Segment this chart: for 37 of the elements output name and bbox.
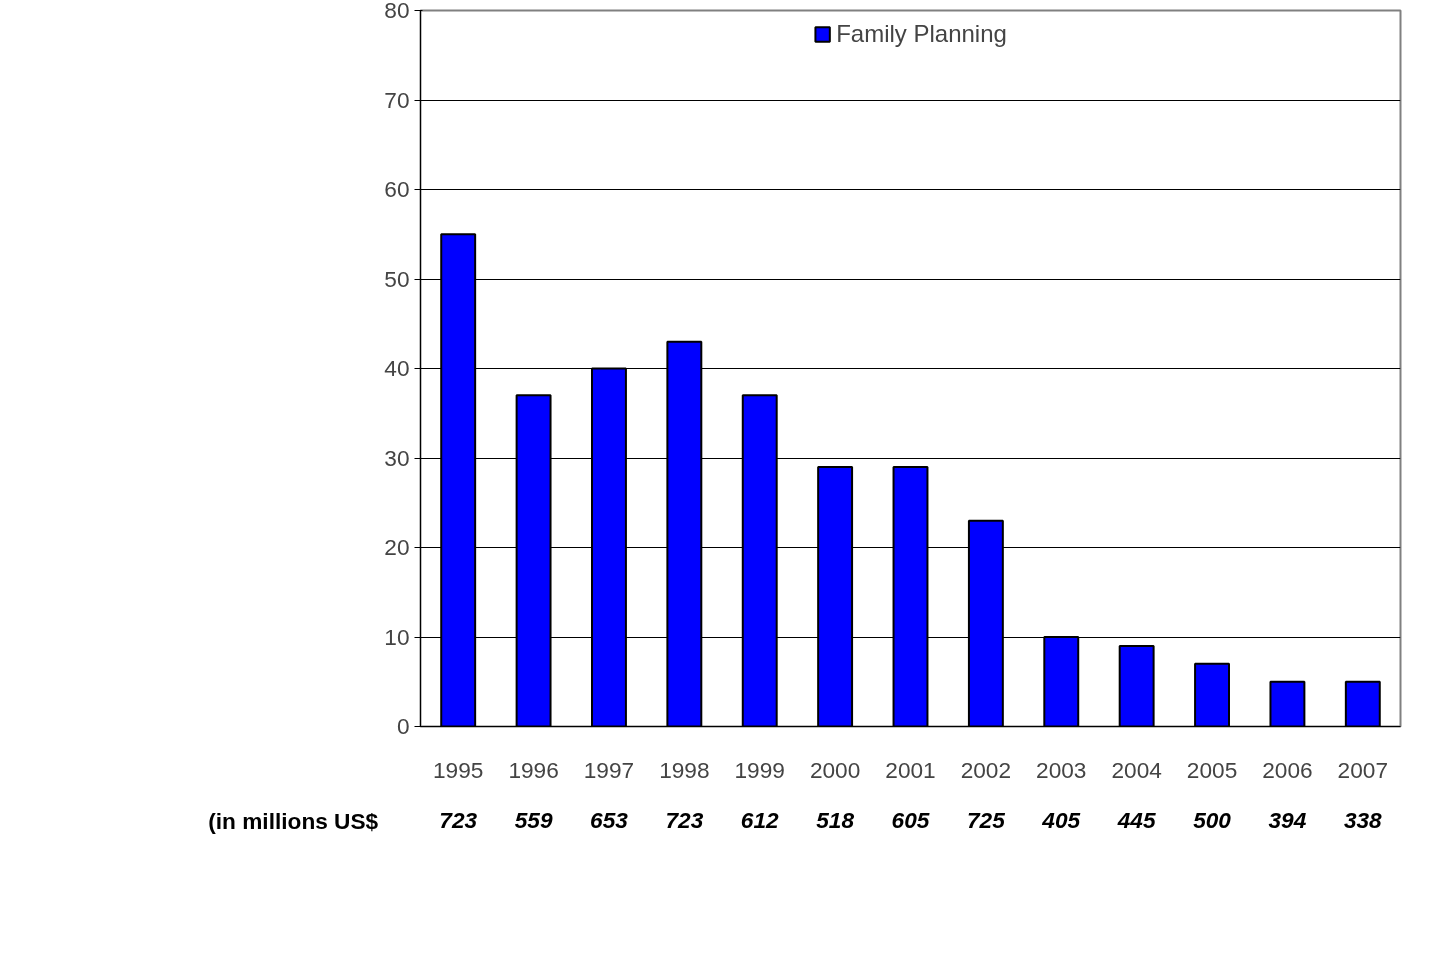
y-tick-label: 80 [384,0,410,23]
y-tick-label: 60 [384,176,410,202]
x-tick-label: 2004 [1111,756,1162,783]
x-tick-label: 2005 [1186,756,1238,783]
y-tick-label: 0 [396,713,410,739]
legend-label: Family Planning [836,20,1007,48]
text: 394 [1268,807,1307,833]
y-tick-label: 30 [384,444,410,471]
x-tick-label: 2002 [960,756,1012,783]
text: 723 [439,807,478,833]
y-tick-label: 40 [384,355,410,381]
y-tick-label: 70 [384,86,410,113]
x-tick-label: 1999 [734,756,785,783]
text: 405 [1041,807,1081,833]
x-tick-label: 1997 [583,756,635,783]
text: 338 [1343,807,1383,833]
x-tick-label: 2000 [809,756,861,783]
x-tick-label: 2003 [1036,756,1087,783]
y-tick-label: 20 [384,534,410,560]
x-tick-label: 2007 [1337,756,1389,783]
text: 518 [816,807,855,833]
text: (in millions US$ [208,807,379,834]
text: 559 [514,807,553,833]
text: 723 [665,807,704,833]
text: 653 [590,807,629,833]
text: 725 [966,807,1006,833]
x-tick-label: 1998 [659,756,710,783]
x-tick-label: 2006 [1262,756,1313,783]
x-tick-label: 2001 [885,756,936,783]
text: 605 [891,807,930,833]
text: 500 [1193,807,1232,833]
text: 445 [1116,807,1156,833]
y-tick-label: 50 [384,265,410,292]
x-tick-label: 1995 [432,756,484,783]
x-tick-label: 1996 [508,756,559,783]
text: 612 [740,807,780,833]
y-tick-label: 10 [384,623,410,650]
